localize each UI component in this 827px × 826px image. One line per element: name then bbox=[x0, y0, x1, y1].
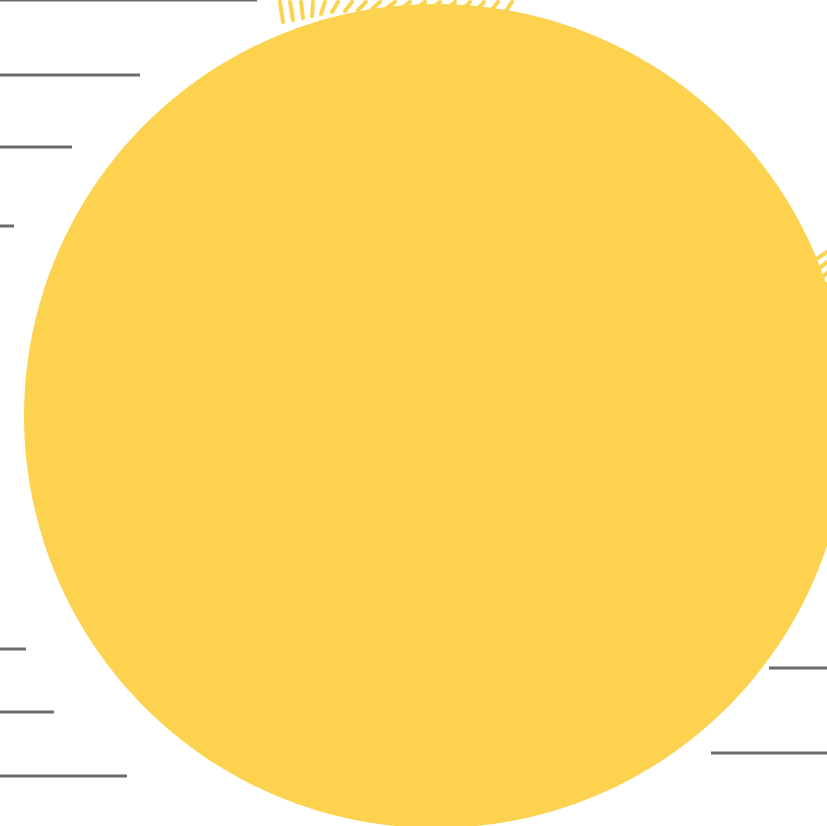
sun-ray bbox=[343, 0, 354, 13]
sun-ray bbox=[356, 0, 368, 12]
sun-ray bbox=[278, 0, 285, 24]
sun-ray bbox=[288, 0, 295, 22]
sun-ray bbox=[370, 0, 382, 11]
sun-ray bbox=[319, 0, 327, 16]
sun-circle bbox=[24, 4, 827, 826]
sun-ray bbox=[299, 0, 305, 20]
horizontal-lines-right bbox=[711, 666, 827, 755]
sun-ray bbox=[310, 0, 315, 18]
sun-ray bbox=[330, 0, 340, 14]
horizontal-lines-left bbox=[0, 0, 257, 778]
